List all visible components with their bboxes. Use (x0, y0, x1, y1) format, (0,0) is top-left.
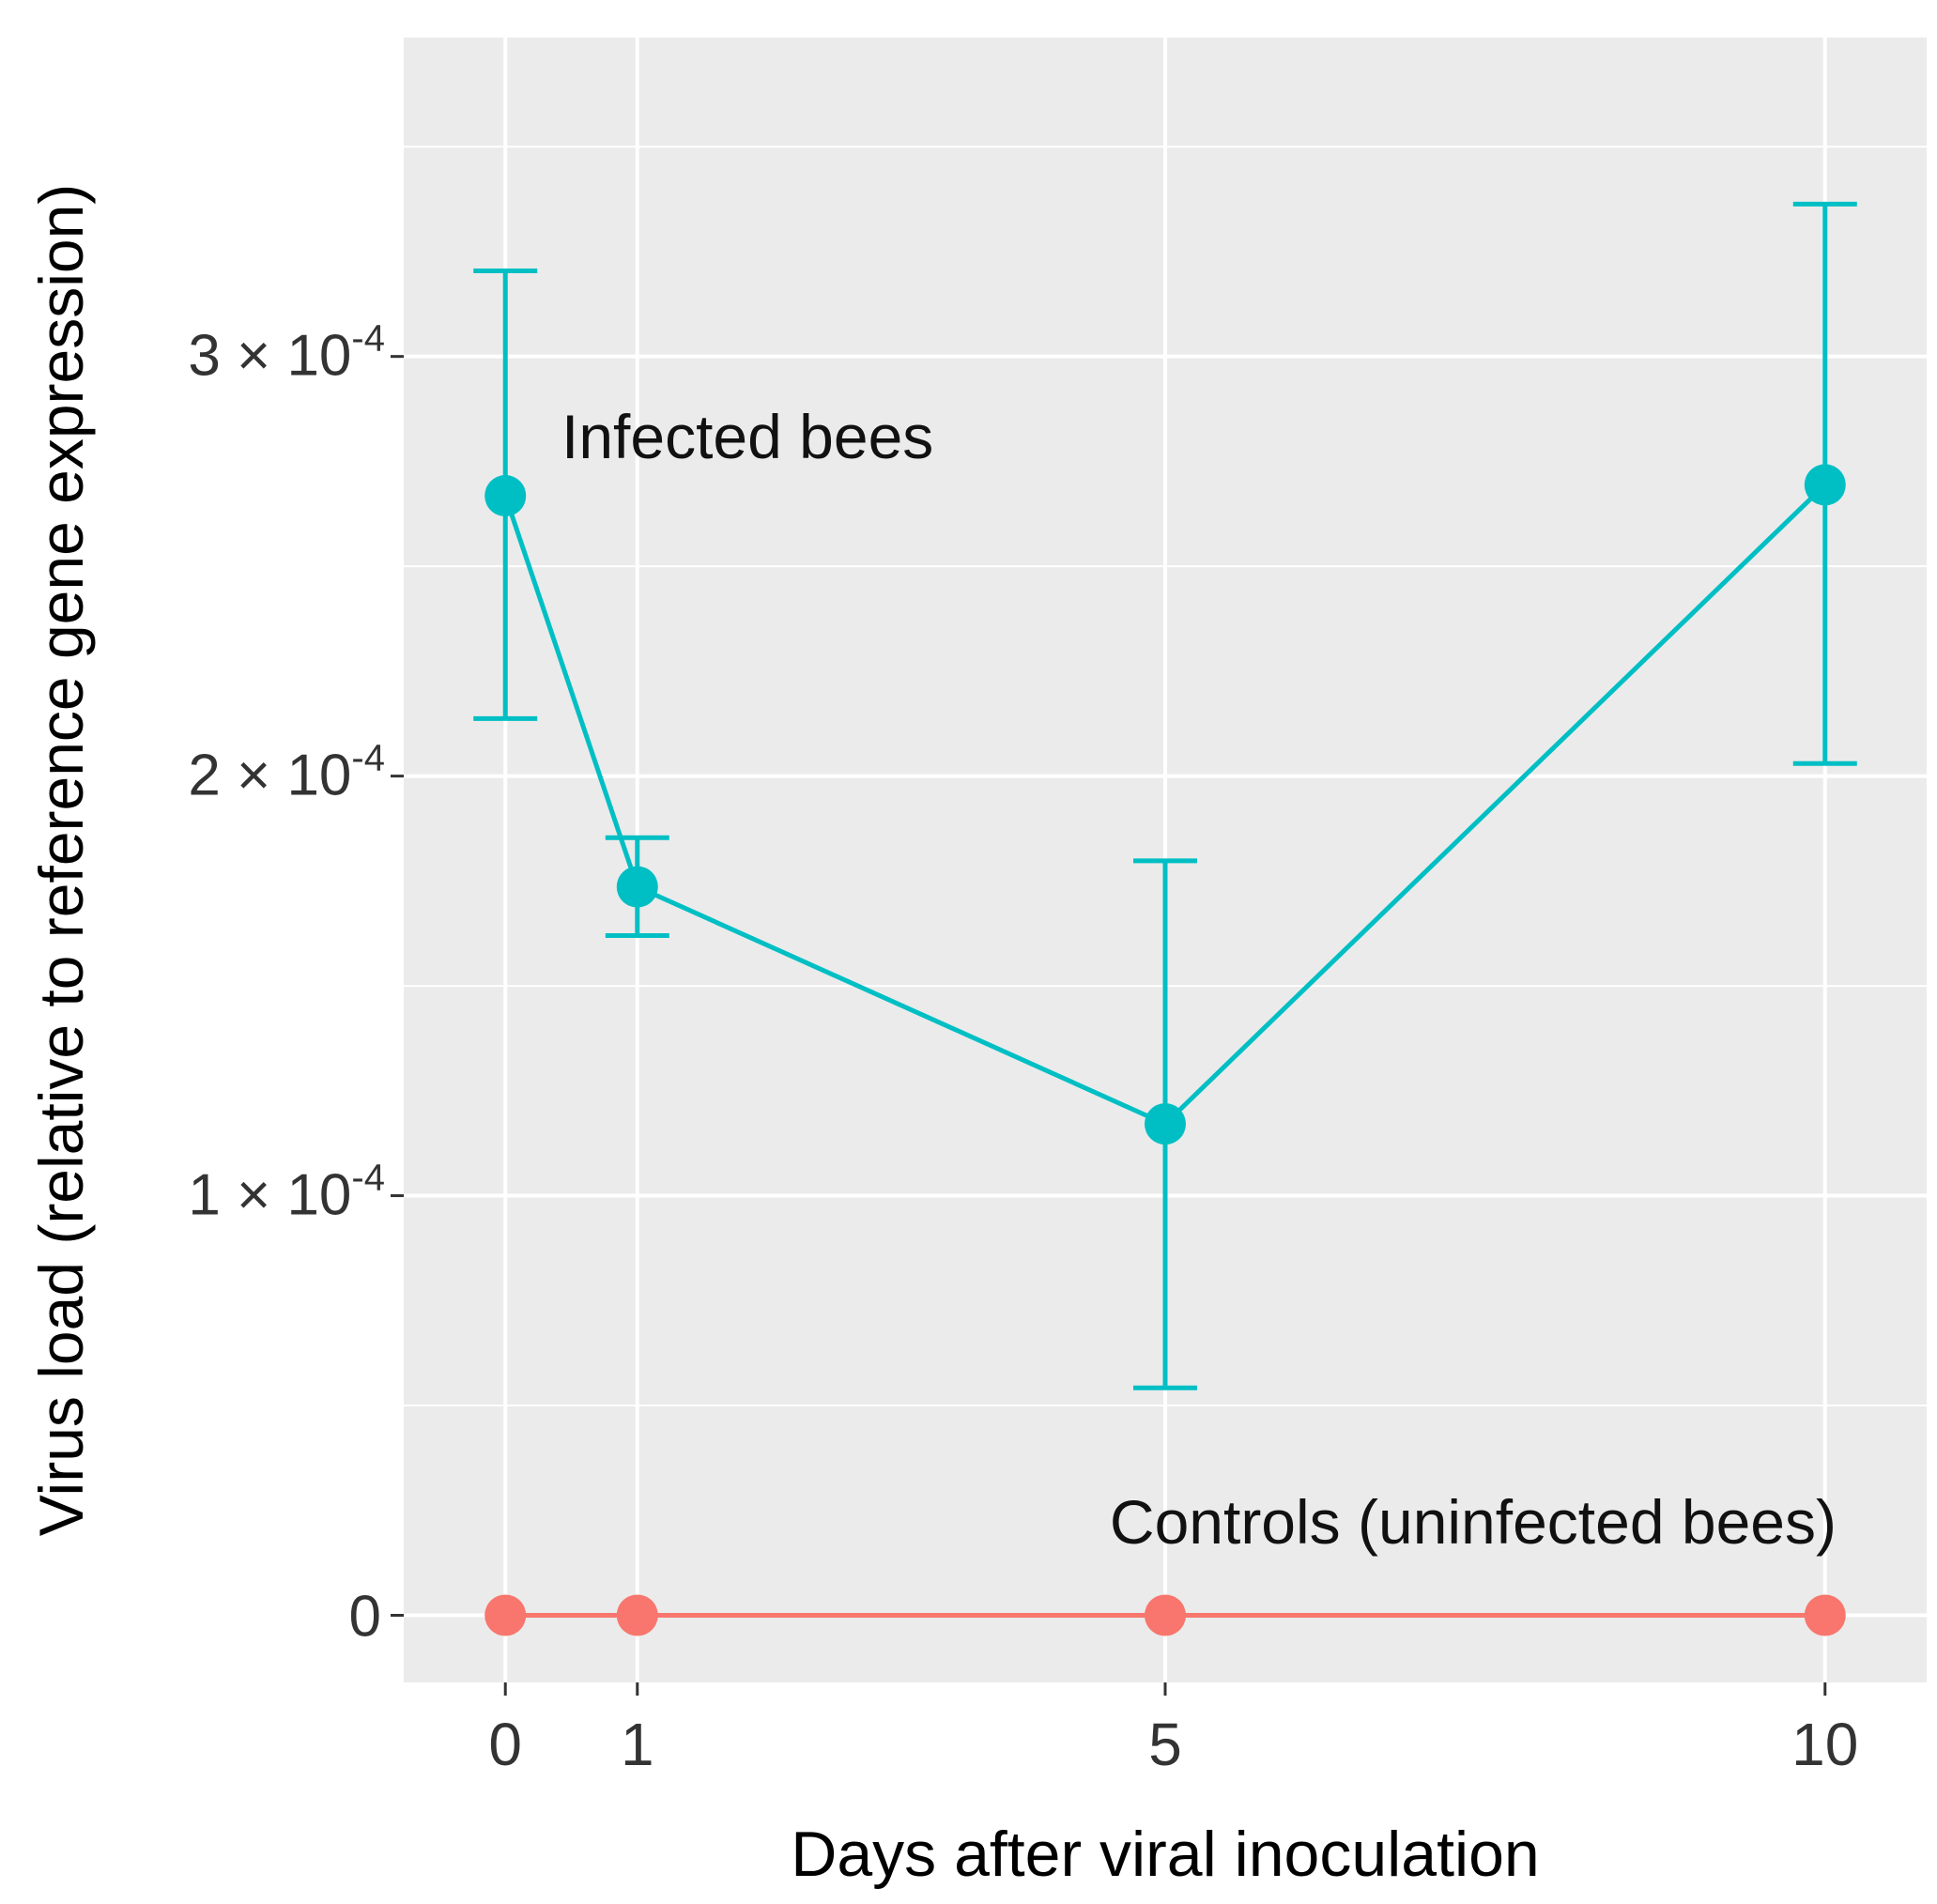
series-line-1 (502, 483, 1827, 1127)
y-tick-coefficient: 1 × 10 (188, 1163, 351, 1228)
data-point (1804, 464, 1846, 506)
x-tick-label: 1 (621, 1711, 654, 1778)
y-tick-exponent: -4 (351, 1158, 385, 1199)
series-layer (473, 201, 1857, 1636)
data-point (616, 1594, 658, 1636)
y-tick-label: 0 (349, 1584, 381, 1649)
annotation-layer: Infected bees Controls (uninfected bees) (561, 402, 1837, 1557)
y-axis: 01 × 10-42 × 10-43 × 10-4 (188, 318, 404, 1649)
y-tick-exponent: -4 (351, 738, 385, 779)
x-axis-title: Days after viral inoculation (791, 1819, 1539, 1890)
y-tick-label: 2 × 10-4 (188, 738, 385, 808)
data-point (1145, 1103, 1186, 1145)
data-point (484, 1594, 527, 1636)
data-point (484, 475, 527, 517)
infected-bees-label: Infected bees (561, 402, 933, 471)
y-tick-coefficient: 3 × 10 (188, 324, 351, 389)
y-axis-title: Virus load (relative to reference gene e… (26, 184, 96, 1537)
y-tick-exponent: -4 (351, 318, 385, 360)
x-axis: 0 1 5 10 (488, 1682, 1858, 1778)
x-tick-label: 10 (1791, 1711, 1858, 1778)
controls-label: Controls (uninfected bees) (1110, 1487, 1837, 1557)
data-point (1145, 1594, 1186, 1636)
x-tick-label: 5 (1148, 1711, 1182, 1778)
data-point (616, 866, 658, 908)
y-tick-label: 3 × 10-4 (188, 318, 385, 389)
y-tick-label: 1 × 10-4 (188, 1158, 385, 1228)
y-tick-coefficient: 2 × 10 (188, 744, 351, 808)
data-point (1804, 1594, 1846, 1636)
x-tick-label: 0 (488, 1711, 522, 1778)
